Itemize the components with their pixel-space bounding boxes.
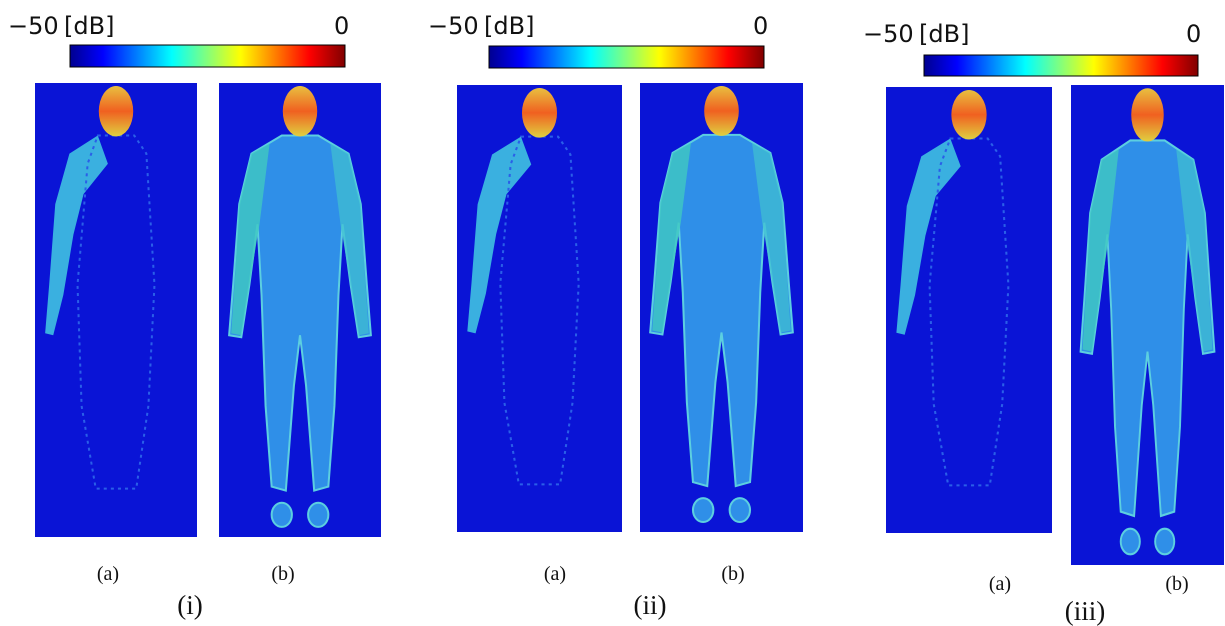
panel-label: (i) — [177, 590, 202, 620]
image-label: (b) — [271, 563, 294, 585]
colorbar-unit: [dB] — [64, 12, 114, 40]
image-label: (b) — [1165, 573, 1188, 595]
sar-image — [1071, 85, 1224, 565]
panel: −50 [dB] 0 (a) (b) (ii) — [428, 12, 803, 620]
panel-label: (ii) — [634, 590, 667, 620]
image-label: (a) — [97, 563, 119, 585]
colorbar — [488, 45, 765, 69]
colorbar-unit: [dB] — [919, 20, 969, 48]
colorbar-max: 0 — [753, 12, 768, 40]
image-label: (a) — [989, 573, 1011, 595]
sar-image — [640, 83, 803, 532]
sar-image — [886, 87, 1052, 533]
colorbar — [69, 44, 346, 68]
sar-image — [457, 85, 622, 532]
colorbar-min: −50 — [8, 12, 59, 40]
sar-image — [219, 83, 381, 537]
panel: −50 [dB] 0 (a) (b) (i) — [8, 12, 381, 620]
colorbar-unit: [dB] — [484, 12, 534, 40]
colorbar-max: 0 — [1186, 20, 1201, 48]
colorbar-min: −50 — [428, 12, 479, 40]
image-label: (a) — [544, 563, 566, 585]
colorbar-min: −50 — [863, 20, 914, 48]
image-label: (b) — [721, 563, 744, 585]
colorbar-max: 0 — [334, 12, 349, 40]
panel-label: (iii) — [1065, 596, 1106, 626]
colorbar — [923, 54, 1199, 77]
sar-image — [35, 83, 197, 537]
panel: −50 [dB] 0 (a) (b) (iii) — [863, 20, 1224, 626]
